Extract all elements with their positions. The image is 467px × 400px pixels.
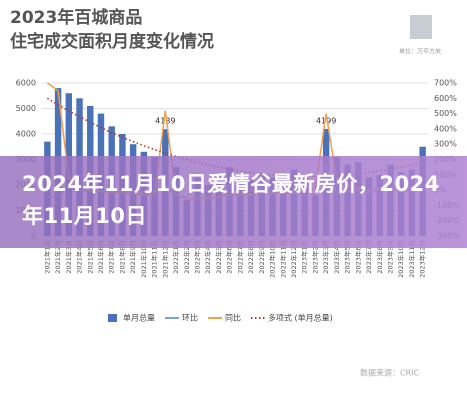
y2-tick-label: 400% — [434, 124, 457, 133]
x-tick-label: 2023年5月 — [343, 240, 352, 274]
legend-label: 环比 — [182, 313, 198, 323]
x-tick-label: 2021年4月 — [75, 240, 84, 274]
x-tick-label: 2021年6月 — [96, 240, 105, 274]
logo — [410, 15, 432, 39]
x-tick-label: 2023年1月 — [300, 240, 309, 274]
x-tick-label: 2021年11月 — [150, 240, 159, 278]
x-tick-label: 2021年12月 — [160, 240, 169, 278]
x-tick-label: 2022年10月 — [268, 240, 277, 278]
x-tick-label: 2021年10月 — [139, 240, 148, 278]
x-tick-label: 2022年1月 — [171, 240, 180, 274]
legend-label: 多项式 (单月总量) — [268, 313, 333, 323]
banner: 2024年11月10日爱情谷最新房价，2024年11月10日 — [0, 156, 467, 248]
x-tick-label: 2023年4月 — [332, 240, 341, 274]
y2-tick-label: 700% — [434, 79, 457, 88]
chart-title-line: 住宅成交面积月度变化情况 — [10, 31, 214, 52]
x-tick-label: 2021年8月 — [117, 240, 126, 274]
data-label: 4199 — [316, 116, 336, 125]
x-tick-label: 2021年3月 — [64, 240, 73, 274]
x-tick-label: 2023年11月 — [407, 240, 416, 278]
x-tick-label: 2022年11月 — [278, 240, 287, 278]
x-tick-label: 2021年7月 — [107, 240, 116, 274]
x-tick-label: 2023年2月 — [310, 240, 319, 274]
x-tick-label: 2022年3月 — [192, 240, 201, 274]
x-tick-label: 2022年5月 — [214, 240, 223, 274]
legend-label: 同比 — [225, 313, 241, 323]
y2-tick-label: 500% — [434, 109, 457, 118]
x-tick-label: 2023年8月 — [375, 240, 384, 274]
x-tick-label: 2022年7月 — [235, 240, 244, 274]
x-tick-label: 2023年12月 — [418, 240, 427, 278]
data-label: 4189 — [155, 117, 175, 126]
chart-title: 2023年百城商品住宅成交面积月度变化情况 — [10, 7, 214, 52]
x-tick-label: 2022年4月 — [203, 240, 212, 274]
y-tick-label: 4000 — [16, 130, 36, 139]
x-tick-label: 2023年10月 — [396, 240, 405, 278]
x-tick-label: 2023年3月 — [321, 240, 330, 274]
unit: 单位：万平方米 — [399, 48, 441, 56]
x-tick-label: 2022年6月 — [225, 240, 234, 274]
x-tick-label: 2022年9月 — [257, 240, 266, 274]
y-tick-label: 6000 — [16, 79, 36, 88]
legend-label: 单月总量 — [123, 313, 155, 323]
x-tick-label: 2023年9月 — [385, 240, 394, 274]
x-tick-label: 2022年2月 — [182, 240, 191, 274]
y2-tick-label: 600% — [434, 94, 457, 103]
x-tick-label: 2021年5月 — [85, 240, 94, 274]
y-tick-label: 5000 — [16, 104, 36, 113]
x-tick-label: 2023年6月 — [353, 240, 362, 274]
x-tick-label: 2022年8月 — [246, 240, 255, 274]
x-tick-label: 2021年1月 — [42, 240, 51, 274]
y2-tick-label: 300% — [434, 140, 457, 149]
x-tick-label: 2022年12月 — [289, 240, 298, 278]
x-tick-label: 2021年2月 — [53, 240, 62, 274]
chart-title-line: 2023年百城商品 — [10, 7, 142, 28]
x-tick-label: 2021年9月 — [128, 240, 137, 274]
x-tick-label: 2023年7月 — [364, 240, 373, 274]
legend-swatch — [108, 314, 117, 322]
source: 数据来源：CRIC — [360, 368, 420, 378]
